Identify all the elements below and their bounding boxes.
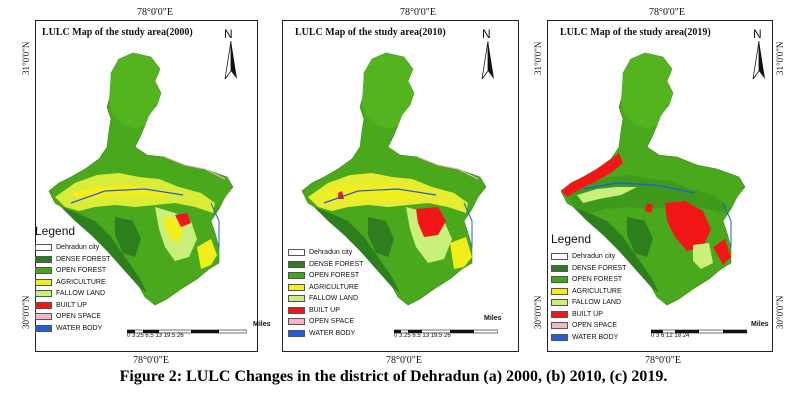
legend-item: Dehradun city <box>551 251 626 263</box>
legend-title: Legend <box>551 232 592 246</box>
bottom-longitude-label: 78°0'0"E <box>645 355 681 366</box>
legend-item: DENSE FOREST <box>551 263 626 275</box>
legend-item: OPEN FOREST <box>288 270 363 282</box>
district-map-2000 <box>48 52 234 306</box>
legend: Dehradun city DENSE FOREST OPEN FOREST A… <box>35 242 110 334</box>
legend-item: FALLOW LAND <box>35 288 110 300</box>
scale-ticks: 0 3 6 12 18 24 <box>651 333 690 339</box>
top-longitude-label: 78°0'0"E <box>649 7 685 18</box>
scale-bar: 0 3.25 6.5 13 19.5 26 Miles <box>126 321 271 341</box>
legend: Dehradun city DENSE FOREST OPEN FOREST A… <box>288 247 363 339</box>
scale-unit: Miles <box>253 321 271 328</box>
legend-item: BUILT UP <box>35 300 110 312</box>
legend-item: FALLOW LAND <box>551 297 626 309</box>
scale-bar: 0 3 6 12 18 24 Miles <box>650 321 769 341</box>
bottom-longitude-label: 78°0'0"E <box>386 355 422 366</box>
legend-item: FALLOW LAND <box>288 293 363 305</box>
legend-item: AGRICULTURE <box>288 282 363 294</box>
north-label: N <box>224 27 233 41</box>
map-panel-2010: 78°0'0"E LULC Map of the study area(2010… <box>268 7 519 366</box>
legend-item: BUILT UP <box>551 309 626 321</box>
map-title: LULC Map of the study area(2010) <box>295 27 446 38</box>
legend-item: Dehradun city <box>288 247 363 259</box>
scale-unit: Miles <box>484 315 502 322</box>
legend-item: OPEN SPACE <box>551 320 626 332</box>
legend-item: OPEN SPACE <box>35 311 110 323</box>
scale-unit: Miles <box>751 321 769 328</box>
map-title: LULC Map of the study area(2019) <box>560 27 711 38</box>
legend-item: OPEN SPACE <box>288 316 363 328</box>
legend-item: OPEN FOREST <box>551 274 626 286</box>
legend-item: OPEN FOREST <box>35 265 110 277</box>
top-longitude-label: 78°0'0"E <box>137 7 173 18</box>
district-map-2010 <box>301 52 487 306</box>
north-label: N <box>753 27 762 41</box>
figure-caption: Figure 2: LULC Changes in the district o… <box>119 368 668 385</box>
map-panel-2019: 78°0'0"E 31°0'0"N 30°0'0"N 31°0'0"N 30°0… <box>527 7 785 366</box>
legend-item: AGRICULTURE <box>551 286 626 298</box>
scale-bar: 0 3.25 6.5 13 19.5 26 Miles <box>393 315 502 341</box>
legend-item: AGRICULTURE <box>35 277 110 289</box>
legend-item: WATER BODY <box>288 328 363 340</box>
map-title: LULC Map of the study area(2000) <box>42 27 193 38</box>
map-panel-2000: 78°0'0"E 31°0'0"N 30°0'0"N LULC Map of t… <box>15 7 271 366</box>
legend-item: DENSE FOREST <box>35 254 110 266</box>
legend-item: WATER BODY <box>551 332 626 344</box>
legend-item: BUILT UP <box>288 305 363 317</box>
north-label: N <box>482 27 491 41</box>
scale-ticks: 0 3.25 6.5 13 19.5 26 <box>127 333 184 339</box>
scale-ticks: 0 3.25 6.5 13 19.5 26 <box>394 333 451 339</box>
legend-item: WATER BODY <box>35 323 110 335</box>
district-map-2019 <box>560 52 746 306</box>
legend: Dehradun city DENSE FOREST OPEN FOREST A… <box>551 251 626 343</box>
legend-item: Dehradun city <box>35 242 110 254</box>
legend-title: Legend <box>35 224 76 238</box>
legend-item: DENSE FOREST <box>288 259 363 271</box>
top-longitude-label: 78°0'0"E <box>400 7 436 18</box>
bottom-longitude-label: 78°0'0"E <box>133 355 169 366</box>
